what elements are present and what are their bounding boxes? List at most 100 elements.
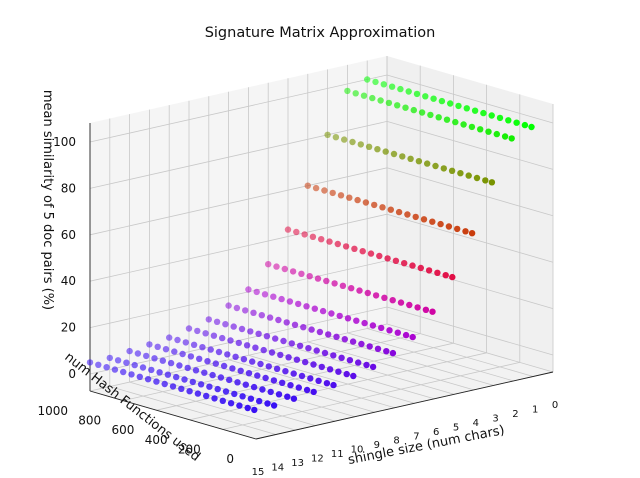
data-point [528,123,535,131]
data-point [342,243,350,250]
data-point [374,345,382,352]
data-point [310,388,317,396]
data-point [303,386,311,394]
data-point [252,344,259,351]
z-tick-label: 60 [61,228,76,242]
data-point [415,158,423,165]
grid-line-x [129,381,296,431]
data-point [270,402,278,409]
data-point [227,337,234,344]
data-point [307,375,314,382]
data-point [457,170,464,177]
grid-line-z [386,306,554,356]
x-tick-label: 3 [492,413,498,424]
data-point [227,400,235,407]
data-point [190,341,198,348]
data-point [372,78,379,86]
data-point [328,310,335,317]
data-point [430,95,437,102]
data-point [309,233,317,240]
data-point [273,263,280,270]
data-point [447,100,454,107]
data-point [440,165,447,172]
data-point [314,275,322,282]
data-point [505,117,512,124]
data-point [406,301,413,309]
data-point [219,334,226,342]
data-point [304,182,311,189]
z-tick-label: 0 [68,367,76,381]
data-point [284,226,292,233]
data-point [256,397,263,405]
data-point [381,294,388,301]
data-point [477,126,484,133]
data-point [203,392,210,400]
data-point [240,356,248,363]
data-point [367,250,375,257]
data-point [253,288,260,296]
data-point [225,302,232,309]
grid-line-x [347,332,514,382]
data-point [329,189,336,197]
data-point [181,376,188,383]
data-point [454,225,461,233]
data-point [139,364,147,371]
x-tick-label: 13 [291,458,304,469]
data-point [501,133,509,140]
data-point [164,371,172,378]
data-point [220,362,228,370]
data-point [473,174,481,182]
grid-line-z [386,260,554,309]
data-point [348,285,355,292]
data-point [306,273,313,280]
data-point [247,328,254,335]
data-point [268,349,276,356]
data-point [210,332,218,339]
data-point [438,97,446,105]
data-point [360,92,368,99]
x-tick-label: 10 [351,445,364,456]
data-point [162,346,170,353]
data-point [251,406,258,414]
data-point [308,326,315,333]
grid-line-z [386,121,554,170]
data-point [369,94,376,102]
x-tick-label: 4 [473,418,479,429]
data-point [230,323,237,330]
data-point [349,338,357,345]
data-point [346,194,353,201]
data-point [382,148,389,155]
data-point [123,359,130,366]
data-point [355,359,362,366]
data-point [452,118,459,126]
data-point [321,349,329,357]
data-point [232,353,239,360]
data-point [148,366,155,374]
grid-line-x [228,359,395,409]
y-tick-label: 1000 [37,404,68,418]
data-point [410,106,417,114]
data-point [386,327,393,334]
data-point [357,141,364,148]
data-point [395,208,403,216]
data-point [106,354,114,362]
grid-line-x [307,341,474,391]
data-point [374,146,381,153]
data-point [402,104,409,111]
data-point [182,339,189,346]
data-point [244,404,251,412]
data-point [178,385,185,392]
data-point [186,388,193,395]
data-point [95,361,102,368]
data-point [161,380,168,388]
data-point [389,297,396,304]
data-point [427,111,434,119]
data-point [209,371,216,379]
data-point [508,135,515,142]
data-point [358,340,365,348]
data-point [432,162,439,170]
data-point [222,388,230,395]
data-point [319,307,327,315]
grid-line-z [89,74,388,143]
data-point [312,184,320,192]
